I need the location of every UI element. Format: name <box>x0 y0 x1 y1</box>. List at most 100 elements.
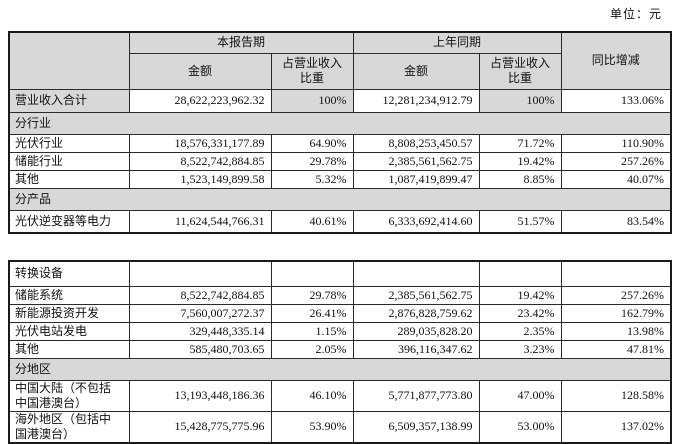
cell-current-pct: 46.10% <box>270 379 354 412</box>
cell-prior-pct: 100% <box>478 88 562 113</box>
cell-prior-amount: 6,333,692,414.60 <box>352 209 480 234</box>
cell-prior-amount: 1,087,419,899.47 <box>352 169 480 189</box>
cell-prior-pct: 3.23% <box>478 339 562 359</box>
cell-prior-pct: 47.00% <box>478 379 562 412</box>
cell-current-pct: 64.90% <box>270 133 354 153</box>
cell-yoy: 47.81% <box>560 339 672 359</box>
section-label: 分地区 <box>8 357 672 381</box>
cell-prior-amount: 2,385,561,562.75 <box>352 285 480 305</box>
cell-prior-pct <box>478 260 562 287</box>
pct-head-text: 占营业收入比重 <box>489 56 550 85</box>
revenue-table-part1: 本报告期 上年同期 同比增减 金额 占营业收入比重 金额 占营业收入比重 营业收… <box>8 31 672 234</box>
cell-prior-pct: 71.72% <box>478 133 562 153</box>
cell-yoy <box>560 260 672 287</box>
header-prior-amount: 金额 <box>352 52 480 90</box>
section-row-region: 分地区 <box>8 357 672 381</box>
cell-yoy: 257.26% <box>560 285 672 305</box>
cell-prior-amount <box>352 260 480 287</box>
cell-prior-pct: 19.42% <box>478 151 562 171</box>
section-label: 分产品 <box>8 187 672 211</box>
section-label: 分行业 <box>8 111 672 135</box>
cell-prior-amount: 289,035,828.20 <box>352 321 480 341</box>
cell-current-amount: 18,576,331,177.89 <box>128 133 272 153</box>
table-row-pv-inverter: 光伏逆变器等电力 11,624,544,766.31 40.61% 6,333,… <box>8 209 672 234</box>
cell-current-pct: 5.32% <box>270 169 354 189</box>
cell-prior-amount: 12,281,234,912.79 <box>352 88 480 113</box>
cell-current-amount: 329,448,335.14 <box>128 321 272 341</box>
row-label: 转换设备 <box>8 260 130 287</box>
cell-prior-amount: 5,771,877,773.80 <box>352 379 480 412</box>
table-row-total-revenue: 营业收入合计 28,622,223,962.32 100% 12,281,234… <box>8 88 672 113</box>
cell-current-pct: 2.05% <box>270 339 354 359</box>
cell-current-pct: 26.41% <box>270 303 354 323</box>
cell-yoy: 257.26% <box>560 151 672 171</box>
cell-prior-pct: 2.35% <box>478 321 562 341</box>
pct-head-text: 占营业收入比重 <box>281 56 342 85</box>
cell-current-amount: 7,560,007,272.37 <box>128 303 272 323</box>
row-label: 海外地区（包括中国港澳台） <box>8 410 130 443</box>
header-current-amount: 金额 <box>128 52 272 90</box>
table-row-other-product: 其他 585,480,703.65 2.05% 396,116,347.62 3… <box>8 339 672 359</box>
cell-current-pct: 40.61% <box>270 209 354 234</box>
section-row-product: 分产品 <box>8 187 672 211</box>
cell-yoy: 13.98% <box>560 321 672 341</box>
table-row-mainland-china: 中国大陆（不包括中国港澳台） 13,193,448,186.36 46.10% … <box>8 379 672 412</box>
row-label: 其他 <box>8 169 130 189</box>
cell-current-pct: 1.15% <box>270 321 354 341</box>
row-label: 新能源投资开发 <box>8 303 130 323</box>
cell-current-pct: 29.78% <box>270 285 354 305</box>
header-group-row: 本报告期 上年同期 同比增减 <box>8 31 672 90</box>
cell-current-amount <box>128 260 272 287</box>
row-label: 营业收入合计 <box>8 88 130 113</box>
cell-yoy: 40.07% <box>560 169 672 189</box>
header-current-period: 本报告期 <box>128 31 354 54</box>
cell-current-amount: 11,624,544,766.31 <box>128 209 272 234</box>
cell-current-amount: 585,480,703.65 <box>128 339 272 359</box>
cell-yoy: 128.58% <box>560 379 672 412</box>
header-corner-cell <box>8 31 130 90</box>
cell-current-pct <box>270 260 354 287</box>
table-row-other-industry: 其他 1,523,149,899.58 5.32% 1,087,419,899.… <box>8 169 672 189</box>
cell-yoy: 133.06% <box>560 88 672 113</box>
table-row-pv-industry: 光伏行业 18,576,331,177.89 64.90% 8,808,253,… <box>8 133 672 153</box>
cell-current-amount: 13,193,448,186.36 <box>128 379 272 412</box>
cell-prior-amount: 2,385,561,562.75 <box>352 151 480 171</box>
row-label: 光伏行业 <box>8 133 130 153</box>
cell-prior-amount: 396,116,347.62 <box>352 339 480 359</box>
cell-current-amount: 1,523,149,899.58 <box>128 169 272 189</box>
row-label: 储能系统 <box>8 285 130 305</box>
table-row-conversion-equipment: 转换设备 <box>8 260 672 287</box>
cell-current-amount: 8,522,742,884.85 <box>128 285 272 305</box>
cell-yoy: 162.79% <box>560 303 672 323</box>
cell-prior-amount: 2,876,828,759.62 <box>352 303 480 323</box>
cell-current-pct: 29.78% <box>270 151 354 171</box>
unit-label: 单位：元 <box>609 7 662 21</box>
table-row-pv-station-generation: 光伏电站发电 329,448,335.14 1.15% 289,035,828.… <box>8 321 672 341</box>
cell-prior-amount: 8,808,253,450.57 <box>352 133 480 153</box>
cell-current-pct: 100% <box>270 88 354 113</box>
table-row-new-energy-investment: 新能源投资开发 7,560,007,272.37 26.41% 2,876,82… <box>8 303 672 323</box>
header-prior-pct: 占营业收入比重 <box>478 52 562 90</box>
cell-prior-pct: 51.57% <box>478 209 562 234</box>
revenue-table-part2: 转换设备 储能系统 8,522,742,884.85 29.78% 2,385,… <box>8 260 672 444</box>
table-row-storage-system: 储能系统 8,522,742,884.85 29.78% 2,385,561,5… <box>8 285 672 305</box>
row-label: 其他 <box>8 339 130 359</box>
header-sub-row: 金额 占营业收入比重 金额 占营业收入比重 <box>9 52 671 90</box>
row-label: 光伏逆变器等电力 <box>8 209 130 234</box>
cell-yoy: 83.54% <box>560 209 672 234</box>
table-row-storage-industry: 储能行业 8,522,742,884.85 29.78% 2,385,561,5… <box>8 151 672 171</box>
cell-prior-pct: 19.42% <box>478 285 562 305</box>
section-row-industry: 分行业 <box>8 111 672 135</box>
cell-yoy: 110.90% <box>560 133 672 153</box>
row-label: 储能行业 <box>8 151 130 171</box>
header-prior-period: 上年同期 <box>352 31 562 54</box>
header-yoy: 同比增减 <box>560 31 672 90</box>
cell-current-amount: 28,622,223,962.32 <box>128 88 272 113</box>
cell-prior-pct: 8.85% <box>478 169 562 189</box>
cell-prior-pct: 23.42% <box>478 303 562 323</box>
row-label: 中国大陆（不包括中国港澳台） <box>8 379 130 412</box>
cell-current-amount: 8,522,742,884.85 <box>128 151 272 171</box>
row-label: 光伏电站发电 <box>8 321 130 341</box>
header-current-pct: 占营业收入比重 <box>270 52 354 90</box>
